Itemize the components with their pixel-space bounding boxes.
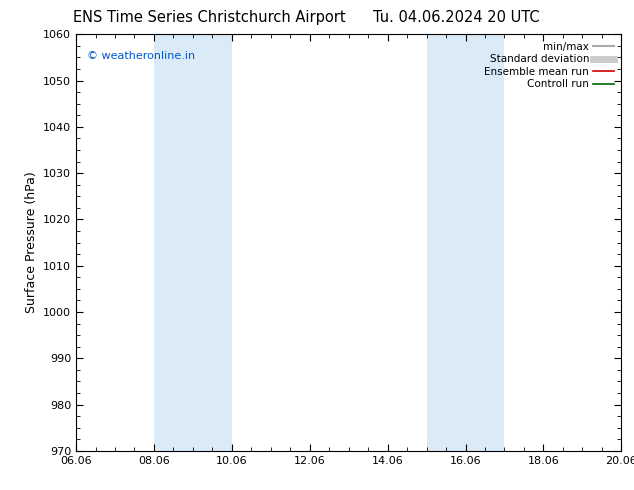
Bar <box>427 34 505 451</box>
Text: ENS Time Series Christchurch Airport: ENS Time Series Christchurch Airport <box>73 10 346 25</box>
Bar <box>154 34 232 451</box>
Y-axis label: Surface Pressure (hPa): Surface Pressure (hPa) <box>25 172 37 314</box>
Legend: min/max, Standard deviation, Ensemble mean run, Controll run: min/max, Standard deviation, Ensemble me… <box>482 40 616 92</box>
Text: © weatheronline.in: © weatheronline.in <box>87 51 195 61</box>
Text: Tu. 04.06.2024 20 UTC: Tu. 04.06.2024 20 UTC <box>373 10 540 25</box>
